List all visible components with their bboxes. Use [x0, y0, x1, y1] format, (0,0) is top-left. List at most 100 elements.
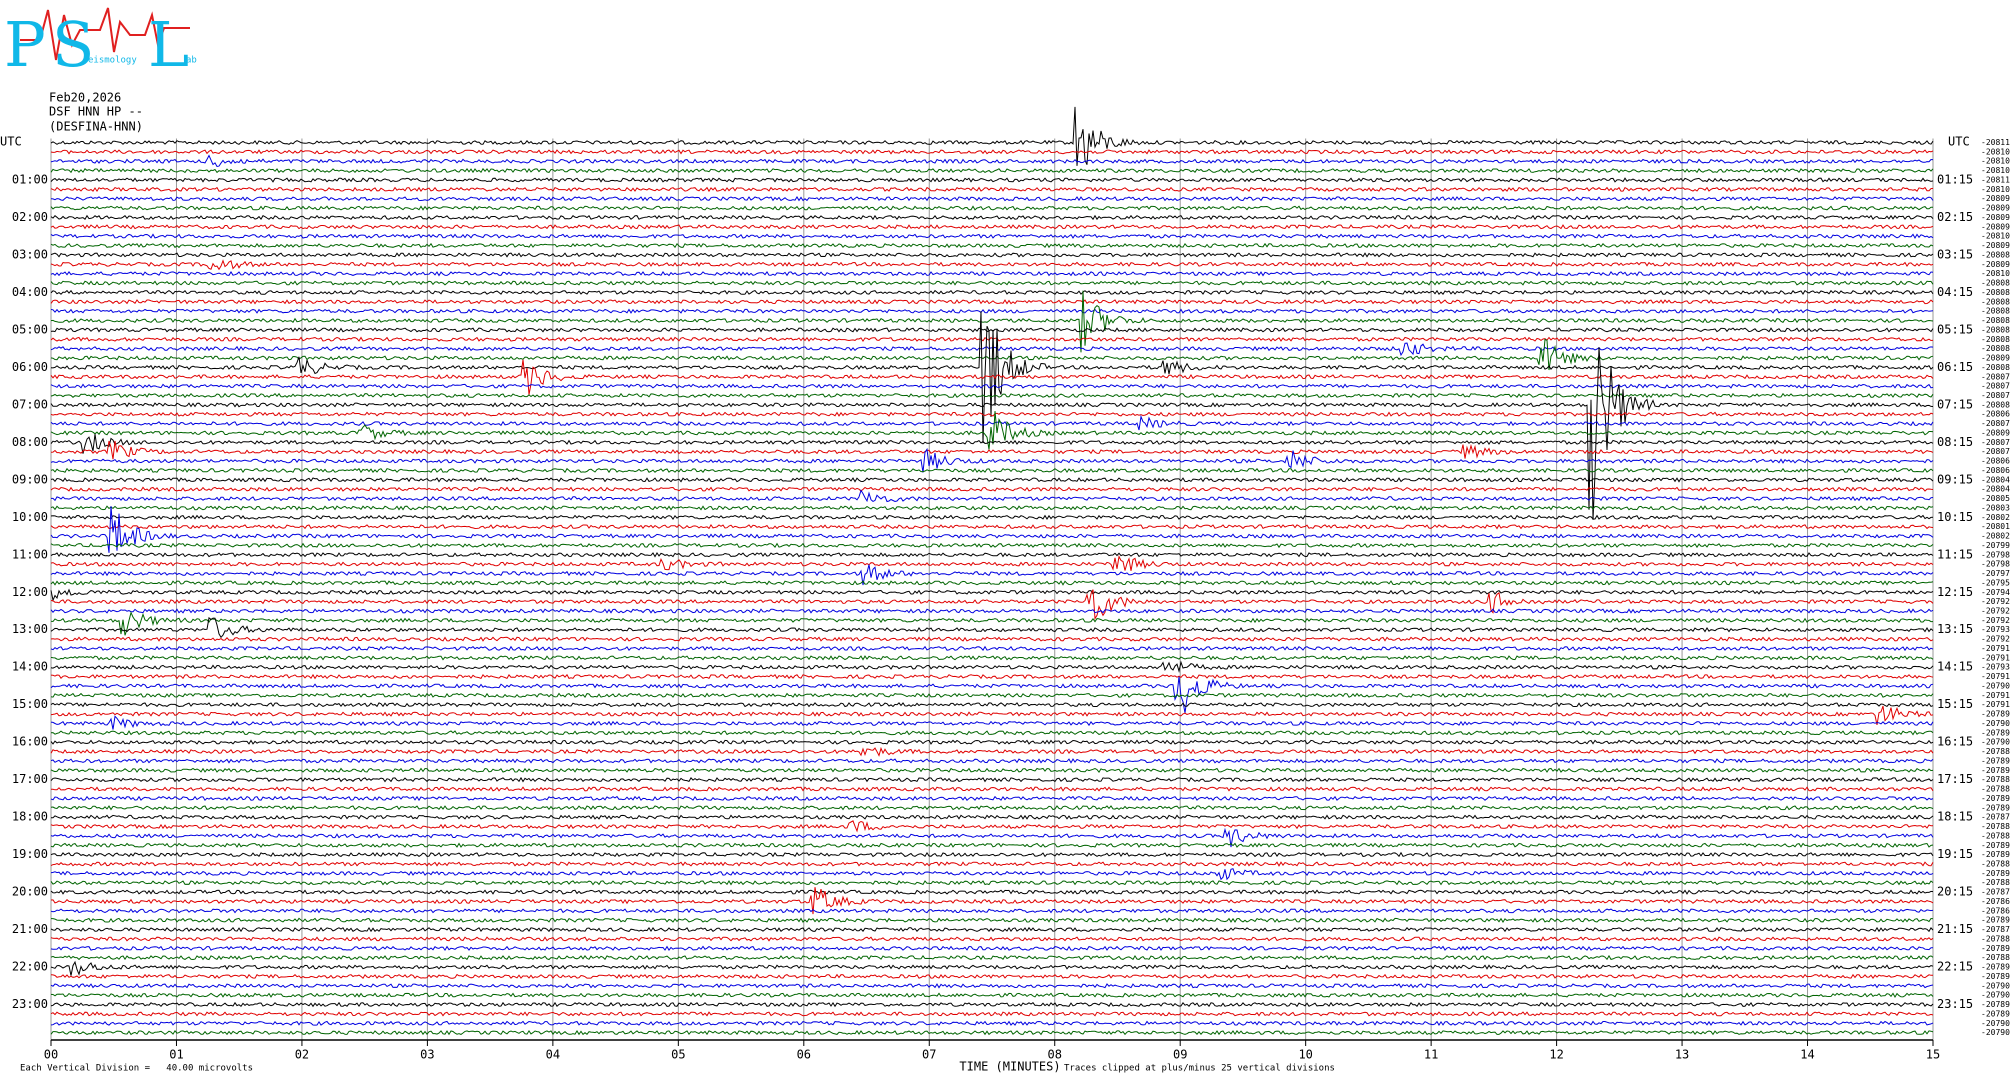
trace [50, 342, 1934, 357]
date: Feb20,2026 [49, 91, 121, 105]
trace [50, 486, 1934, 492]
trace [51, 786, 1934, 792]
trace [50, 861, 1934, 867]
trace [50, 106, 1934, 166]
right-time: 07:15 [1937, 397, 1973, 411]
offset-label: -20811 [1981, 175, 2010, 184]
right-time: 04:15 [1937, 285, 1973, 299]
offset-label: -20792 [1981, 635, 2010, 644]
offset-label: -20809 [1981, 213, 2010, 222]
x-tick-label: 05 [671, 1048, 685, 1062]
left-time: 07:00 [12, 397, 48, 411]
trace [50, 177, 1934, 183]
x-tick-label: 02 [295, 1048, 309, 1062]
left-time: 03:00 [12, 247, 48, 261]
offset-label: -20797 [1981, 569, 2010, 578]
trace [50, 795, 1934, 802]
left-time: 05:00 [12, 322, 48, 336]
left-time: 10:00 [12, 510, 48, 524]
left-time: 09:00 [12, 472, 48, 486]
right-time: 12:15 [1937, 585, 1973, 599]
left-time: 22:00 [12, 960, 48, 974]
offset-label: -20789 [1981, 1000, 2010, 1009]
offset-label: -20801 [1981, 522, 2010, 531]
logo-letter: L [148, 8, 189, 81]
trace [50, 270, 1934, 277]
offset-label: -20788 [1981, 859, 2010, 868]
offset-label: -20804 [1981, 475, 2010, 484]
trace [50, 702, 1934, 708]
trace [50, 776, 1934, 783]
left-time: 23:00 [12, 997, 48, 1011]
trace [50, 414, 1934, 431]
trace [50, 214, 1934, 221]
right-time: 09:15 [1937, 472, 1973, 486]
offset-label: -20792 [1981, 616, 2010, 625]
offset-label: -20789 [1981, 944, 2010, 953]
trace [51, 489, 1934, 503]
trace [50, 411, 1934, 417]
x-tick-label: 12 [1549, 1048, 1563, 1062]
trace [50, 673, 1934, 680]
right-time: 20:15 [1937, 885, 1973, 899]
trace [50, 336, 1934, 343]
offset-label: -20806 [1981, 457, 2010, 466]
offset-label: -20802 [1981, 532, 2010, 541]
x-tick-label: 11 [1424, 1048, 1438, 1062]
x-tick-label: 01 [169, 1048, 183, 1062]
left-time: 17:00 [12, 772, 48, 786]
trace [50, 746, 1934, 757]
offset-label: -20789 [1981, 803, 2010, 812]
right-time: 13:15 [1937, 622, 1973, 636]
offset-label: -20789 [1981, 1009, 2010, 1018]
trace [50, 467, 1934, 474]
trace [50, 636, 1934, 642]
trace [50, 1029, 1934, 1036]
offset-label: -20808 [1981, 400, 2010, 409]
offset-label: -20789 [1981, 963, 2010, 972]
offset-label: -20808 [1981, 344, 2010, 353]
trace [50, 506, 1934, 553]
right-time: 03:15 [1937, 247, 1973, 261]
x-tick-label: 06 [797, 1048, 811, 1062]
offset-label: -20810 [1981, 232, 2010, 241]
trace [50, 347, 1934, 520]
x-tick-label: 07 [922, 1048, 936, 1062]
logo: P S eismology L ab [4, 7, 197, 81]
trace [50, 542, 1934, 549]
offset-label: -20789 [1981, 972, 2010, 981]
offset-label: -20791 [1981, 691, 2010, 700]
right-time: 05:15 [1937, 322, 1973, 336]
offset-label: -20789 [1981, 841, 2010, 850]
trace [50, 447, 1934, 473]
offset-label: -20807 [1981, 438, 2010, 447]
station: DSF HNN HP -- [49, 105, 143, 119]
right-time: 14:15 [1937, 660, 1973, 674]
trace [50, 676, 1934, 714]
right-time: 01:15 [1937, 172, 1973, 186]
offset-label: -20787 [1981, 888, 2010, 897]
logo-letter: S [52, 8, 94, 81]
trace [50, 580, 1934, 586]
offset-label: -20790 [1981, 738, 2010, 747]
trace [50, 983, 1934, 989]
offset-label: -20811 [1981, 138, 2010, 147]
trace [50, 233, 1934, 240]
right-time: 10:15 [1937, 510, 1973, 524]
offset-label: -20786 [1981, 906, 2010, 915]
left-time: 19:00 [12, 847, 48, 861]
offset-label: -20808 [1981, 307, 2010, 316]
offset-label: -20808 [1981, 288, 2010, 297]
trace [50, 827, 1934, 848]
offset-label: -20810 [1981, 185, 2010, 194]
trace [50, 564, 1934, 586]
offset-label: -20807 [1981, 391, 2010, 400]
trace [50, 588, 1934, 602]
right-time: 23:15 [1937, 997, 1973, 1011]
trace [50, 290, 1934, 353]
trace [50, 645, 1934, 652]
trace [50, 992, 1934, 999]
trace [50, 758, 1934, 764]
offset-label: -20808 [1981, 279, 2010, 288]
